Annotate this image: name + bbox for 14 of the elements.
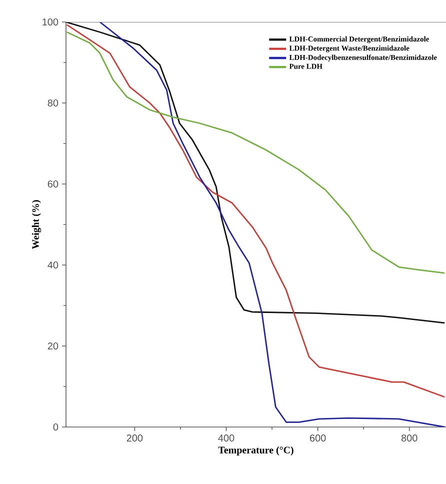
- x-tick-label: 200: [126, 434, 143, 442]
- y-tick-label: 80: [48, 99, 58, 107]
- y-tick-label: 60: [48, 180, 58, 188]
- y-tick-label: 0: [53, 423, 58, 431]
- line-series: [99, 22, 446, 427]
- line-series: [66, 31, 446, 274]
- y-tick-label: 40: [48, 261, 58, 269]
- x-tick-label: 600: [310, 434, 326, 442]
- x-tick-label: 400: [218, 434, 234, 442]
- x-axis-title: Temperature (°C): [218, 446, 294, 456]
- y-tick-label: 20: [48, 342, 58, 350]
- x-tick-label: 800: [401, 434, 418, 442]
- y-axis-title: Weight (%): [32, 200, 42, 250]
- y-tick-label: 100: [42, 18, 58, 26]
